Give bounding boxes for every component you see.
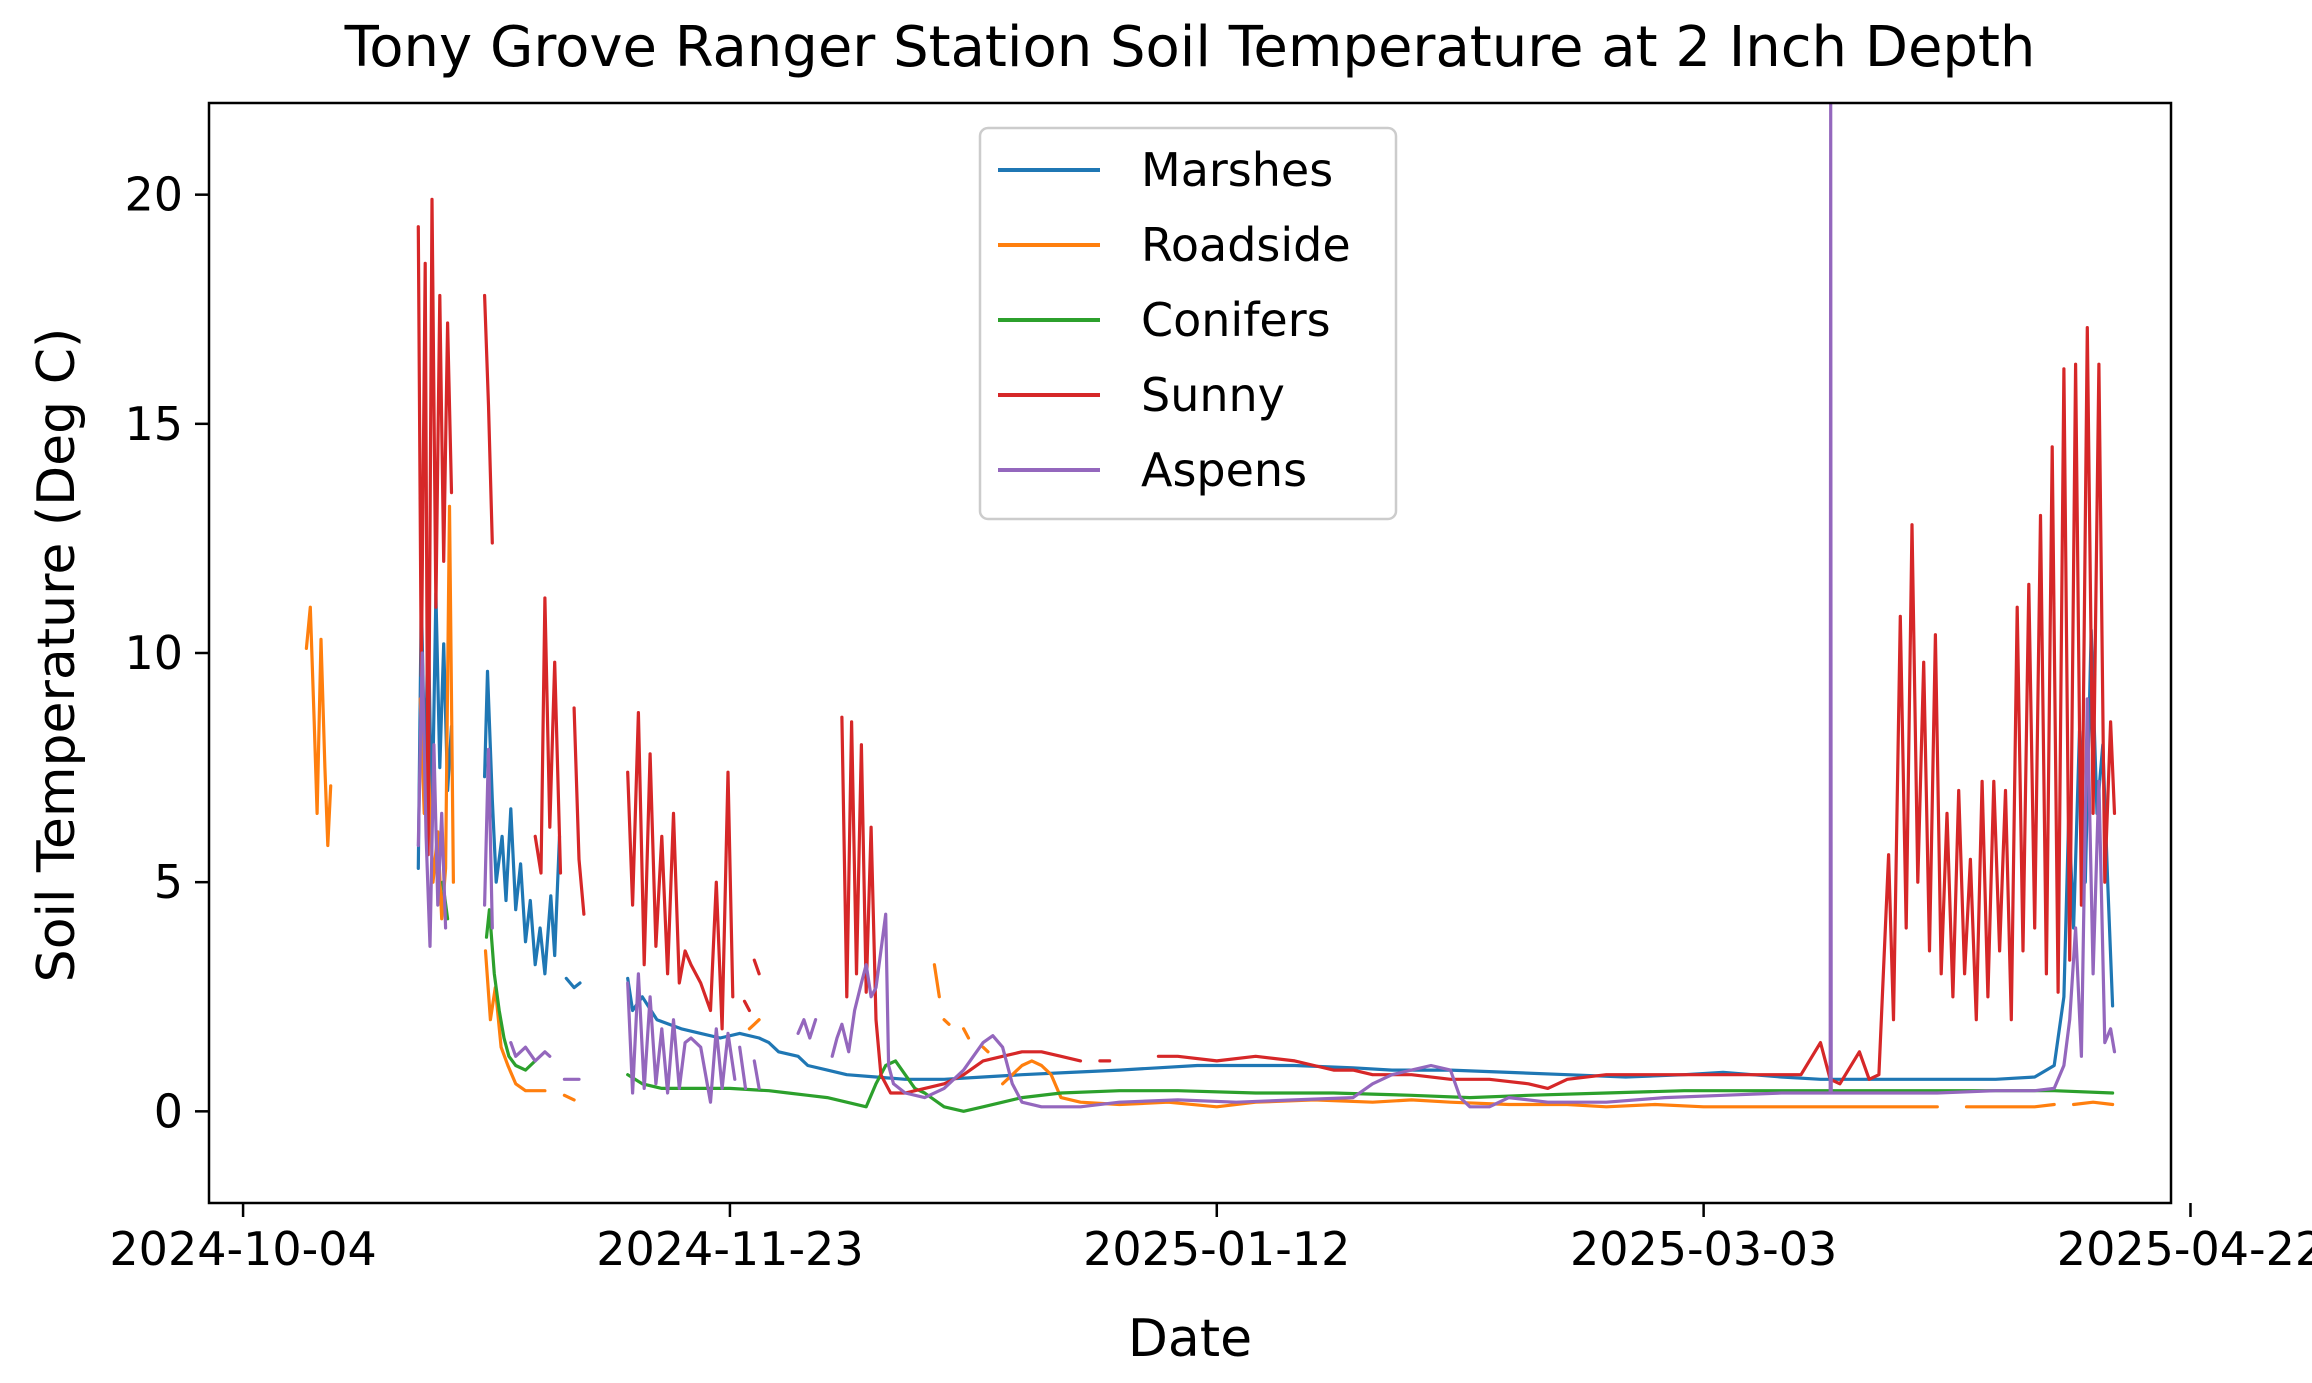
series-line-sunny <box>742 999 752 1013</box>
y-tick-label: 0 <box>154 1084 183 1138</box>
series-line-aspens <box>752 1059 761 1091</box>
series-line-roadside <box>483 949 547 1093</box>
series-line-aspens <box>738 1045 748 1091</box>
series-line-marshes <box>483 669 562 976</box>
series-line-aspens <box>796 1018 818 1040</box>
x-tick-label: 2024-10-04 <box>109 1222 376 1276</box>
legend-label-sunny: Sunny <box>1141 368 1285 422</box>
x-tick-label: 2024-11-23 <box>596 1222 863 1276</box>
series-aspens <box>416 103 2117 1109</box>
y-axis: 0 5 10 15 20 <box>124 168 209 1138</box>
series-line-sunny <box>483 293 494 545</box>
chart-title: Tony Grove Ranger Station Soil Temperatu… <box>344 15 2036 80</box>
series-line-conifers <box>484 908 537 1072</box>
x-axis: 2024-10-04 2024-11-23 2025-01-12 2025-03-03… <box>109 1203 2312 1276</box>
legend-label-marshes: Marshes <box>1141 143 1333 197</box>
series-line-roadside <box>304 605 333 848</box>
legend-label-roadside: Roadside <box>1141 218 1351 272</box>
series-line-aspens <box>416 651 448 948</box>
series-line-sunny <box>840 715 1083 1095</box>
series-line-roadside <box>932 963 941 999</box>
x-tick-label: 2025-03-03 <box>1570 1222 1837 1276</box>
series-line-aspens <box>483 747 494 930</box>
series-sunny <box>416 197 2117 1095</box>
legend-label-conifers: Conifers <box>1141 293 1331 347</box>
series-line-sunny <box>626 710 735 1031</box>
series-line-roadside <box>1964 1102 2056 1109</box>
legend-box <box>978 126 1398 521</box>
series-line-roadside <box>2072 1100 2115 1107</box>
x-axis-label: Date <box>1128 1309 1252 1369</box>
y-axis-label: Soil Temperature (Deg C) <box>27 328 87 983</box>
series-line-aspens <box>830 103 2117 1109</box>
series-line-conifers <box>626 1059 2115 1113</box>
series-line-sunny <box>572 706 586 916</box>
y-tick-label: 15 <box>124 397 183 451</box>
series-line-roadside <box>562 1093 576 1102</box>
series-line-sunny <box>533 596 563 875</box>
series-line-aspens <box>626 972 737 1104</box>
x-tick-label: 2025-01-12 <box>1083 1222 1350 1276</box>
y-tick-label: 10 <box>124 626 183 680</box>
series-line-sunny <box>752 958 761 976</box>
y-tick-label: 20 <box>124 168 183 222</box>
x-tick-label: 2025-04-22 <box>2057 1222 2312 1276</box>
series-line-roadside <box>747 1018 761 1031</box>
y-tick-label: 5 <box>154 855 183 909</box>
series-line-sunny <box>416 197 454 857</box>
series-line-roadside <box>961 1027 971 1040</box>
series-line-aspens <box>509 1040 552 1063</box>
series-line-sunny <box>1156 326 2117 1091</box>
series-line-roadside <box>981 1045 990 1054</box>
series-line-roadside <box>942 1018 951 1026</box>
legend-label-aspens: Aspens <box>1141 443 1307 497</box>
series-line-marshes <box>564 976 582 990</box>
series-layer <box>304 103 2117 1113</box>
legend: Marshes Roadside Conifers Sunny Aspens <box>978 126 1398 521</box>
